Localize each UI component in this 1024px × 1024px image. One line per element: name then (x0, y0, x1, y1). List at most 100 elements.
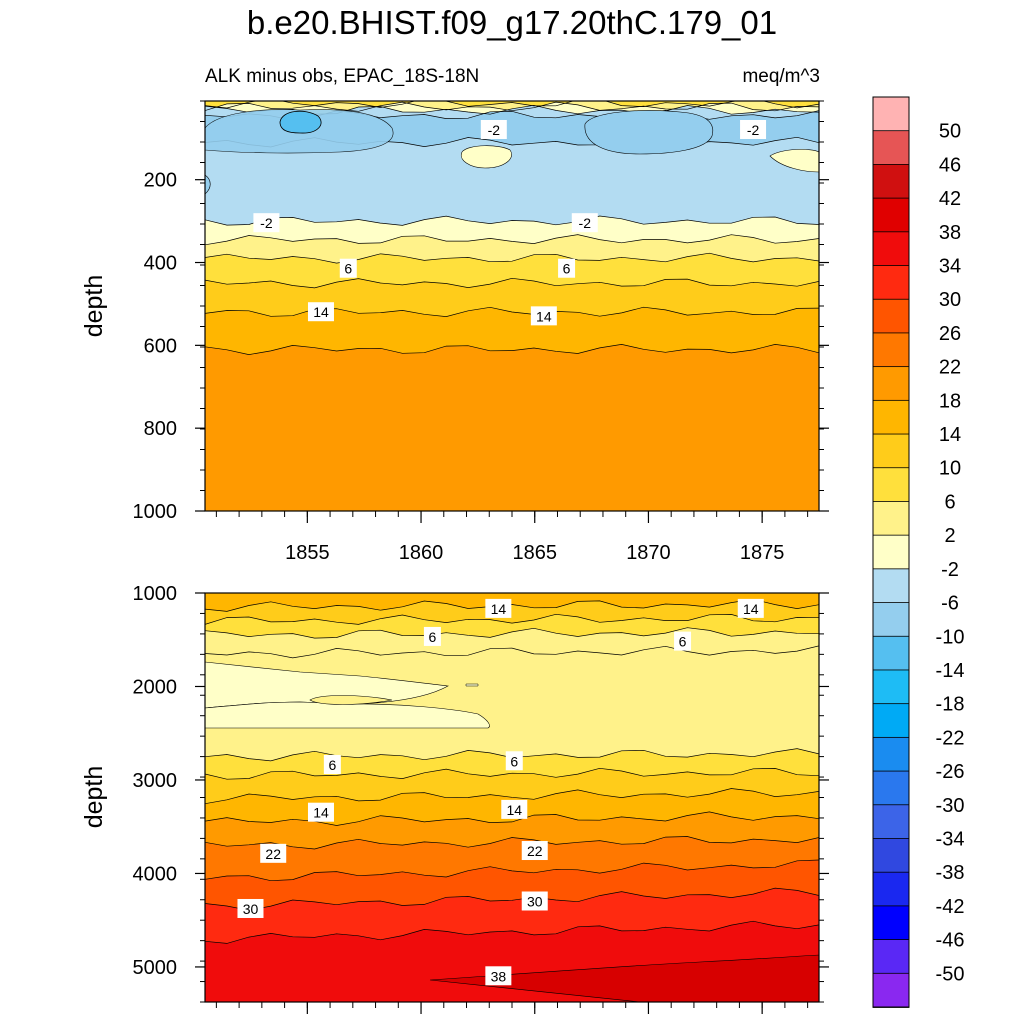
contour-label-box (571, 213, 598, 233)
contour-band (205, 234, 819, 264)
colorbar-swatch (872, 568, 910, 604)
contour-label-text: 6 (510, 753, 518, 769)
colorbar-swatch (872, 838, 910, 874)
y-tick-label: 400 (144, 253, 177, 275)
colorbar-swatch (872, 501, 910, 537)
colorbar-swatch (872, 905, 910, 941)
contour-line (205, 613, 819, 625)
contour-label-box (237, 898, 264, 918)
contour-band (205, 307, 819, 355)
colorbar-label: 2 (944, 525, 955, 547)
contour-band (205, 101, 819, 108)
contour-line (205, 252, 819, 264)
colorbar-swatch (872, 602, 910, 638)
colorbar-swatch (872, 871, 910, 907)
contour-label-box (339, 258, 357, 278)
colorbar-swatch (872, 197, 910, 233)
top-panel-subtitle-left: ALK minus obs, EPAC_18S-18N (205, 66, 479, 87)
x-tick-label: 1865 (512, 542, 557, 564)
top-panel-contour-lines (205, 101, 819, 355)
contour-label: 30 (237, 898, 264, 918)
colorbar-label: -18 (936, 694, 965, 716)
contour-label-text: 6 (328, 757, 336, 773)
contour-label: -2 (480, 119, 507, 139)
colorbar-swatch (872, 96, 910, 132)
contour-label-text: 38 (491, 968, 507, 984)
contour-line (205, 215, 819, 226)
contour-label-text: -2 (579, 215, 592, 231)
contour-label: 14 (485, 598, 512, 618)
colorbar-label: -34 (936, 828, 965, 850)
bottom-panel-contour-lines (205, 598, 819, 944)
contour-label-text: 6 (344, 261, 352, 277)
contour-label-text: 14 (313, 805, 329, 821)
contour-label-text: -2 (488, 122, 501, 138)
y-tick-label: 1000 (133, 583, 178, 605)
bottom-deep-red-wedge (429, 954, 819, 1002)
top-panel-features (205, 109, 819, 195)
contour-label-text: 14 (506, 802, 522, 818)
contour-label: 14 (737, 598, 764, 618)
colorbar-swatch (872, 736, 910, 772)
contour-band (205, 860, 819, 911)
contour-line (205, 811, 819, 826)
colorbar-label: 26 (939, 323, 961, 345)
contour-label-box (307, 302, 334, 322)
contour-label: 38 (485, 966, 512, 986)
x-tick-label: 1875 (740, 542, 785, 564)
contour-label-text: -2 (260, 215, 273, 231)
top-panel-fill (205, 101, 819, 511)
bottom-panel-features (205, 661, 819, 1002)
contour-label: 6 (674, 631, 692, 651)
bottom-tiny-sliver (465, 683, 479, 687)
colorbar-swatch (872, 399, 910, 435)
y-tick-label: 600 (144, 335, 177, 357)
top-panel-axes: 200 400 600 800 1000 1855 1860 1865 1870 1875 (133, 100, 829, 564)
colorbar-swatch (872, 703, 910, 739)
contour-band (205, 105, 819, 121)
colorbar-label: -50 (936, 963, 965, 985)
colorbar-swatch (872, 164, 910, 200)
contour-label-box (423, 626, 441, 646)
top-deep-blue-pocket-repeat (279, 110, 322, 134)
contour-line (205, 788, 819, 805)
x-tick-label: 1855 (285, 542, 330, 564)
contour-label-text: 14 (313, 304, 329, 320)
contour-band (205, 599, 819, 625)
colorbar-label: -46 (936, 930, 965, 952)
contour-label-text: 22 (265, 846, 281, 862)
colorbar: 50 46 42 38 34 30 26 22 18 14 10 6 2 -2 -6 -10 -14 -18 -22… (872, 96, 965, 1008)
colorbar-swatch (872, 669, 910, 705)
colorbar-label: -10 (936, 626, 965, 648)
top-blue-region-right (584, 110, 714, 155)
colorbar-label: 18 (939, 390, 961, 412)
bottom-panel-contour-labels: 14 14 6 6 6 6 14 14 22 22 30 30 38 (237, 598, 764, 986)
contour-line (205, 920, 819, 944)
colorbar-swatch (872, 534, 910, 570)
colorbar-label: -26 (936, 761, 965, 783)
contour-label-box (558, 258, 576, 278)
bottom-panel-y-axis-title: depth (80, 766, 108, 829)
colorbar-swatch (872, 635, 910, 671)
contour-line (205, 101, 819, 112)
y-tick-label: 2000 (133, 676, 178, 698)
contour-label: 6 (505, 751, 523, 771)
contour-label-text: 22 (527, 843, 543, 859)
contour-band (205, 278, 819, 317)
contour-line (205, 645, 819, 659)
contour-band (205, 627, 819, 658)
y-tick-label: 4000 (133, 863, 178, 885)
contour-label-box (485, 966, 512, 986)
contour-label: 22 (260, 843, 287, 863)
contour-label-box (253, 213, 280, 233)
colorbar-swatch (872, 433, 910, 469)
colorbar-swatch (872, 366, 910, 402)
contour-label-box (530, 306, 557, 326)
contour-band (205, 614, 819, 639)
contour-label: 6 (323, 755, 341, 775)
colorbar-label: 42 (939, 188, 961, 210)
y-tick-label: 1000 (133, 501, 178, 523)
colorbar-label: 46 (939, 154, 961, 176)
colorbar-frame (872, 96, 910, 1008)
contour-label-box (323, 755, 341, 775)
